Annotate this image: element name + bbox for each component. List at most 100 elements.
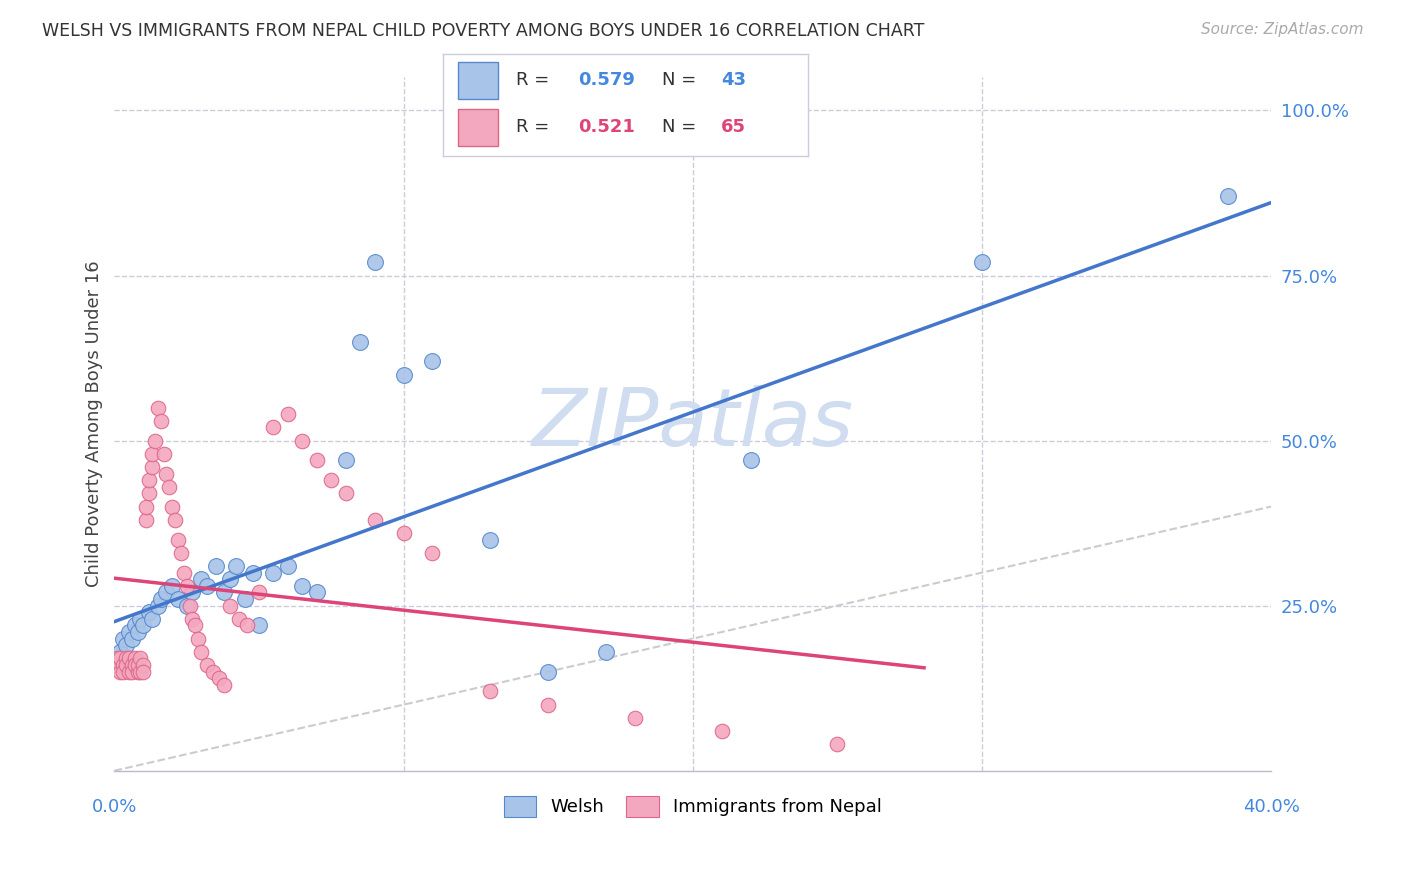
Point: [335, 486, 357, 500]
Point: [219, 599, 242, 613]
Text: 0.521: 0.521: [578, 119, 636, 136]
Point: [146, 401, 169, 415]
Point: [135, 513, 157, 527]
Point: [195, 658, 218, 673]
Point: [129, 665, 152, 679]
Point: [162, 500, 184, 514]
Point: [291, 434, 314, 448]
Point: [112, 665, 135, 679]
Point: [422, 354, 444, 368]
Point: [105, 651, 128, 665]
Point: [305, 453, 328, 467]
Point: [124, 618, 146, 632]
Legend: Welsh, Immigrants from Nepal: Welsh, Immigrants from Nepal: [496, 789, 889, 824]
Text: 40.0%: 40.0%: [1243, 798, 1299, 816]
Text: ZIPatlas: ZIPatlas: [531, 385, 853, 463]
Point: [146, 599, 169, 613]
Point: [112, 658, 135, 673]
Point: [124, 651, 146, 665]
Point: [121, 632, 143, 646]
Point: [233, 592, 256, 607]
Point: [228, 612, 250, 626]
Point: [291, 579, 314, 593]
Point: [149, 414, 172, 428]
Point: [184, 618, 207, 632]
Point: [195, 579, 218, 593]
Point: [167, 592, 190, 607]
Point: [262, 420, 284, 434]
Point: [176, 579, 198, 593]
Point: [181, 612, 204, 626]
Point: [121, 658, 143, 673]
Point: [118, 625, 141, 640]
Point: [132, 665, 155, 679]
Point: [277, 407, 299, 421]
Point: [149, 592, 172, 607]
Text: N =: N =: [662, 119, 702, 136]
Point: [108, 651, 131, 665]
Point: [152, 447, 174, 461]
Point: [141, 612, 163, 626]
Text: 0.579: 0.579: [578, 71, 636, 89]
Point: [129, 612, 152, 626]
Point: [157, 480, 180, 494]
Point: [173, 566, 195, 580]
Point: [363, 255, 385, 269]
Point: [118, 665, 141, 679]
Point: [165, 513, 187, 527]
Point: [262, 566, 284, 580]
Point: [135, 500, 157, 514]
Point: [115, 651, 138, 665]
Point: [155, 585, 177, 599]
Point: [132, 618, 155, 632]
Text: WELSH VS IMMIGRANTS FROM NEPAL CHILD POVERTY AMONG BOYS UNDER 16 CORRELATION CHA: WELSH VS IMMIGRANTS FROM NEPAL CHILD POV…: [42, 22, 925, 40]
Point: [132, 658, 155, 673]
Point: [225, 559, 247, 574]
Point: [236, 618, 259, 632]
Point: [118, 651, 141, 665]
Point: [201, 665, 224, 679]
Point: [108, 665, 131, 679]
Point: [740, 453, 762, 467]
Text: 0.0%: 0.0%: [91, 798, 138, 816]
Point: [143, 434, 166, 448]
Point: [129, 651, 152, 665]
Point: [422, 546, 444, 560]
Point: [138, 486, 160, 500]
Point: [176, 599, 198, 613]
Point: [127, 665, 149, 679]
Point: [127, 658, 149, 673]
Point: [1216, 189, 1239, 203]
Point: [108, 645, 131, 659]
Point: [115, 638, 138, 652]
Point: [179, 599, 201, 613]
Point: [141, 460, 163, 475]
Point: [277, 559, 299, 574]
Point: [827, 737, 849, 751]
Text: R =: R =: [516, 71, 555, 89]
Point: [141, 447, 163, 461]
Point: [124, 658, 146, 673]
Point: [349, 334, 371, 349]
Point: [335, 453, 357, 467]
Text: 43: 43: [721, 71, 745, 89]
Point: [537, 698, 560, 712]
Point: [321, 473, 343, 487]
Point: [214, 678, 236, 692]
Point: [138, 605, 160, 619]
Point: [624, 711, 647, 725]
Point: [710, 724, 733, 739]
Point: [105, 658, 128, 673]
Point: [219, 572, 242, 586]
Point: [162, 579, 184, 593]
Point: [121, 665, 143, 679]
Point: [105, 658, 128, 673]
FancyBboxPatch shape: [457, 109, 498, 145]
Point: [138, 473, 160, 487]
Point: [247, 618, 270, 632]
Point: [207, 671, 229, 685]
Text: 65: 65: [721, 119, 745, 136]
Point: [363, 513, 385, 527]
Point: [187, 632, 209, 646]
Point: [247, 585, 270, 599]
